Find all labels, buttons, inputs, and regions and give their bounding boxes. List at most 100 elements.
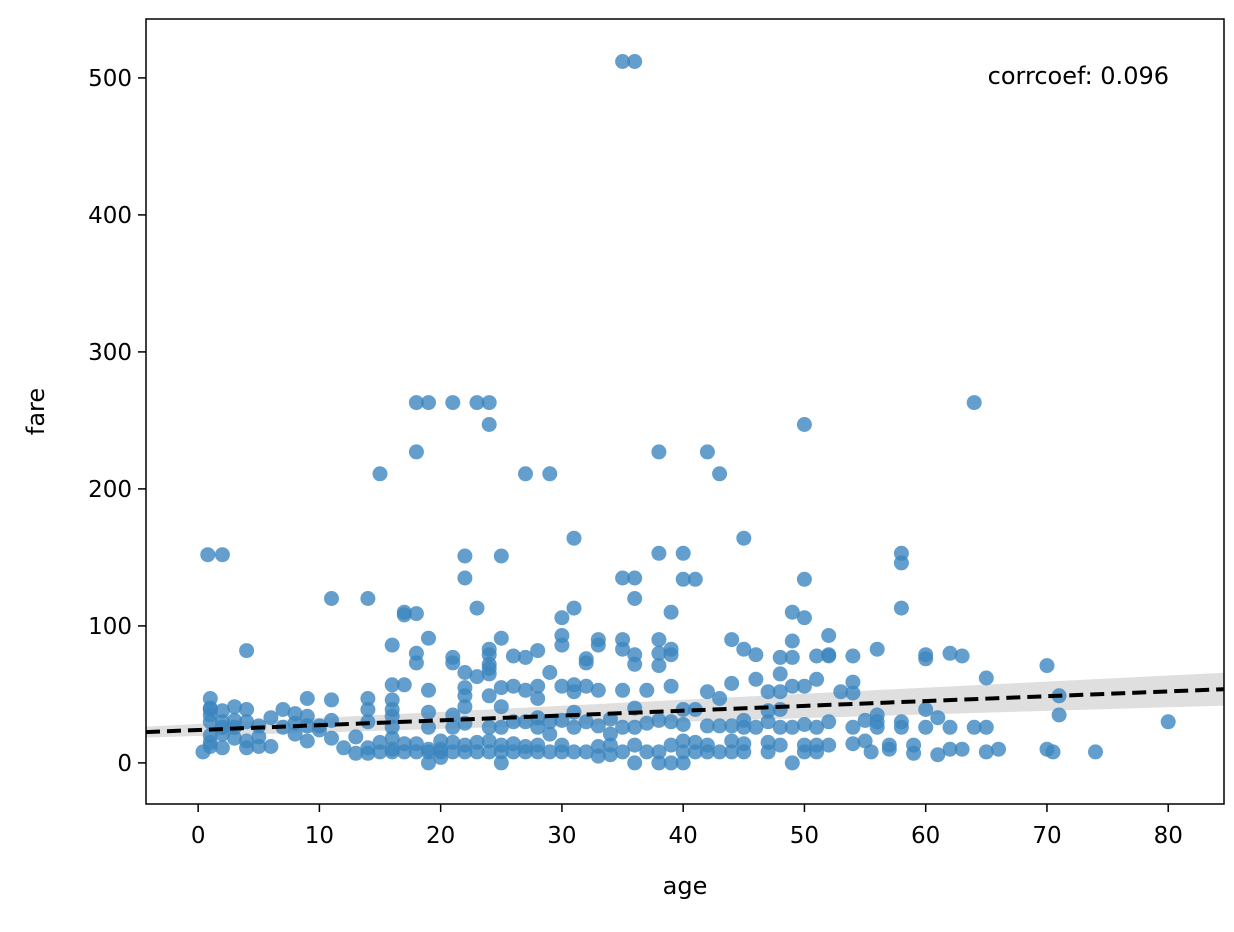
data-point	[615, 744, 631, 760]
x-tick-label: 70	[1032, 823, 1061, 849]
data-point	[408, 655, 424, 671]
data-point	[408, 606, 424, 622]
data-point	[445, 395, 461, 411]
data-point	[505, 744, 521, 760]
data-point	[906, 745, 922, 761]
data-point	[796, 744, 812, 760]
data-point	[615, 54, 631, 69]
data-point	[724, 744, 740, 760]
data-point	[991, 741, 1006, 757]
x-axis-ticks: 0 10 20 30 40 50 60 70 80	[191, 804, 1183, 849]
data-point	[1045, 744, 1061, 760]
data-point	[845, 685, 861, 701]
data-point	[772, 666, 788, 682]
x-tick-label: 60	[911, 823, 940, 849]
data-point	[809, 671, 825, 687]
data-point	[893, 600, 909, 616]
data-point	[518, 649, 533, 665]
data-point	[590, 718, 606, 734]
data-point	[227, 699, 242, 715]
y-tick-label: 0	[117, 751, 132, 777]
data-point	[809, 648, 825, 664]
data-point	[930, 747, 946, 763]
regression-line	[145, 687, 1225, 735]
data-point	[675, 545, 691, 561]
data-point	[809, 719, 825, 735]
data-point	[1160, 714, 1176, 730]
data-point	[772, 649, 788, 665]
data-point	[687, 571, 703, 587]
data-point	[954, 741, 970, 757]
data-point	[627, 719, 643, 735]
data-point	[578, 714, 594, 730]
data-point	[481, 688, 497, 704]
data-point	[736, 744, 752, 760]
y-tick-label: 300	[88, 340, 132, 366]
data-point	[493, 755, 509, 771]
data-point	[384, 730, 400, 746]
data-point	[566, 704, 582, 720]
data-point	[396, 607, 412, 623]
data-point	[469, 744, 485, 760]
data-point	[845, 719, 861, 735]
data-point	[893, 719, 909, 735]
data-point	[869, 641, 885, 657]
data-point	[227, 730, 242, 746]
data-point	[348, 745, 364, 761]
data-point	[869, 719, 885, 735]
data-point	[663, 647, 679, 663]
data-point	[384, 744, 400, 760]
data-point	[784, 649, 800, 665]
data-point	[784, 678, 800, 694]
data-point	[857, 712, 873, 728]
data-point	[639, 682, 655, 698]
data-point	[542, 466, 558, 482]
data-point	[627, 737, 643, 753]
data-point	[578, 744, 594, 760]
data-point	[239, 740, 255, 756]
data-point	[675, 571, 691, 587]
x-tick-label: 20	[426, 823, 455, 849]
data-point	[518, 466, 533, 482]
data-point	[239, 643, 255, 659]
data-point	[784, 755, 800, 771]
data-point	[651, 632, 667, 648]
data-point	[372, 744, 388, 760]
data-point	[530, 643, 546, 659]
data-point	[627, 570, 643, 586]
data-point	[930, 710, 946, 726]
data-point	[651, 744, 667, 760]
data-point	[796, 571, 812, 587]
data-point	[384, 637, 400, 653]
data-point	[978, 670, 994, 686]
data-point	[384, 708, 400, 724]
data-point	[712, 744, 728, 760]
data-point	[396, 744, 412, 760]
data-point	[554, 744, 570, 760]
data-point	[699, 684, 715, 700]
data-point	[918, 719, 934, 735]
data-point	[445, 655, 461, 671]
data-point	[724, 632, 740, 648]
data-point	[469, 395, 485, 411]
data-point	[881, 737, 897, 753]
data-point	[299, 718, 315, 734]
data-point	[942, 741, 958, 757]
data-point	[214, 547, 230, 563]
data-point	[772, 719, 788, 735]
data-point	[724, 733, 740, 749]
x-tick-label: 0	[191, 823, 206, 849]
data-point	[493, 744, 509, 760]
data-point	[566, 530, 582, 546]
data-point	[627, 656, 643, 672]
data-point	[1088, 744, 1103, 760]
data-point	[639, 715, 655, 731]
data-point	[663, 714, 679, 730]
data-point	[324, 692, 339, 708]
data-point	[421, 755, 436, 771]
data-point	[699, 444, 715, 460]
data-point	[433, 749, 449, 765]
data-point	[809, 744, 825, 760]
data-point	[384, 677, 400, 693]
